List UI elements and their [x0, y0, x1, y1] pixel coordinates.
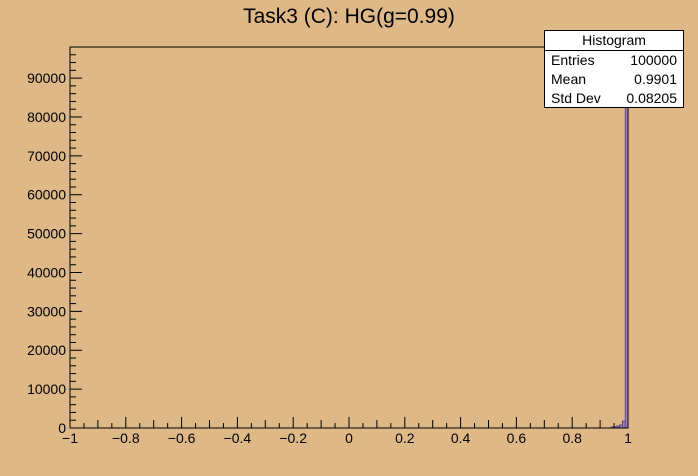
y-tick-label: 60000 [27, 187, 66, 203]
x-axis: −1 −0.8 −0.6 −0.4 −0.2 0 0.2 0.4 0.6 0.8 1 [62, 417, 632, 446]
y-tick-label: 30000 [27, 303, 66, 319]
stats-label: Std Dev [551, 90, 601, 106]
y-tick-label: 90000 [27, 70, 66, 86]
stats-label: Mean [551, 71, 587, 87]
bars-layer [610, 69, 629, 429]
x-tick-label: −0.8 [112, 430, 140, 446]
y-tick-label: 80000 [27, 109, 66, 125]
chart-title: Task3 (C): HG(g=0.99) [243, 5, 455, 28]
x-tick-label: 1 [624, 430, 632, 446]
stats-row-entries: Entries 100000 [545, 51, 683, 70]
stats-row-mean: Mean 0.9901 [545, 70, 683, 89]
y-axis: 0 10000 20000 30000 40000 50000 60000 70000 8000… [27, 46, 82, 436]
x-tick-label: −1 [62, 430, 78, 446]
y-tick-label: 70000 [27, 148, 66, 164]
y-tick-label: 50000 [27, 226, 66, 242]
x-tick-label: −0.4 [224, 430, 252, 446]
y-tick-label: 20000 [27, 342, 66, 358]
stats-value: 0.08205 [626, 90, 677, 106]
x-tick-label: 0.2 [395, 430, 415, 446]
x-tick-label: 0 [345, 430, 353, 446]
stats-value: 100000 [630, 52, 677, 68]
x-tick-label: −0.6 [168, 430, 196, 446]
y-tick-label: 40000 [27, 264, 66, 280]
x-tick-label: 0.6 [507, 430, 527, 446]
y-tick-label: 10000 [27, 381, 66, 397]
stats-value: 0.9901 [634, 71, 677, 87]
stats-label: Entries [551, 52, 595, 68]
stats-box: Histogram Entries 100000 Mean 0.9901 Std… [544, 30, 684, 108]
x-tick-label: −0.2 [279, 430, 307, 446]
x-tick-label: 0.4 [451, 430, 471, 446]
histogram-bar [622, 420, 626, 429]
y-tick-label: 0 [58, 420, 66, 436]
stats-title: Histogram [545, 31, 683, 51]
stats-row-stddev: Std Dev 0.08205 [545, 89, 683, 108]
x-tick-label: 0.8 [562, 430, 582, 446]
